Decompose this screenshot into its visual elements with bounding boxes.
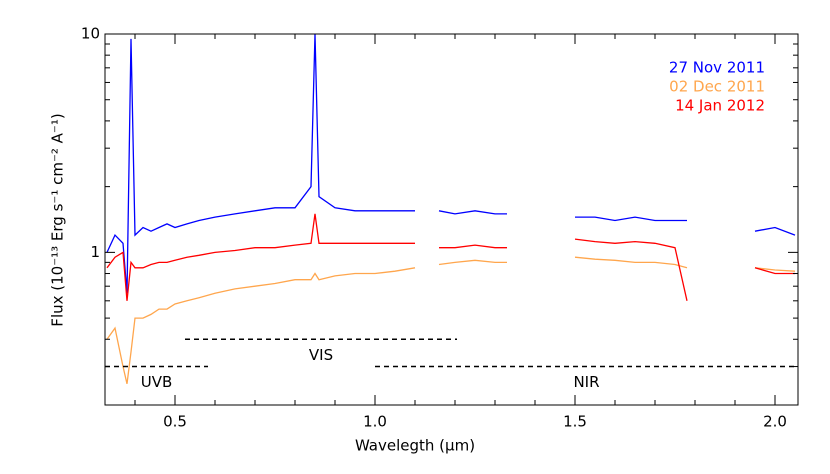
y-axis-label: Flux (10⁻¹³ Erg s⁻¹ cm⁻² A⁻¹) [49, 113, 67, 326]
series-line [106, 34, 796, 294]
legend-entry: 27 Nov 2011 [669, 59, 765, 77]
legend-entry: 14 Jan 2012 [675, 97, 765, 115]
x-tick-label: 1.5 [563, 413, 587, 431]
plot-lines [106, 34, 796, 384]
x-tick-label: 2.0 [763, 413, 787, 431]
legend-entry: 02 Dec 2011 [669, 78, 765, 96]
plot-frame [104, 33, 799, 406]
x-tick-label: 1.0 [363, 413, 387, 431]
range-label: UVB [141, 373, 173, 391]
x-tick-label: 0.5 [163, 413, 187, 431]
series-line [106, 213, 795, 301]
range-label: NIR [573, 373, 599, 391]
series-line [106, 256, 796, 384]
y-tick-label: 1 [90, 243, 100, 261]
y-tick-label: 10 [81, 25, 100, 43]
x-axis-label: Wavelegth (µm) [355, 437, 475, 455]
range-label: VIS [309, 346, 333, 364]
